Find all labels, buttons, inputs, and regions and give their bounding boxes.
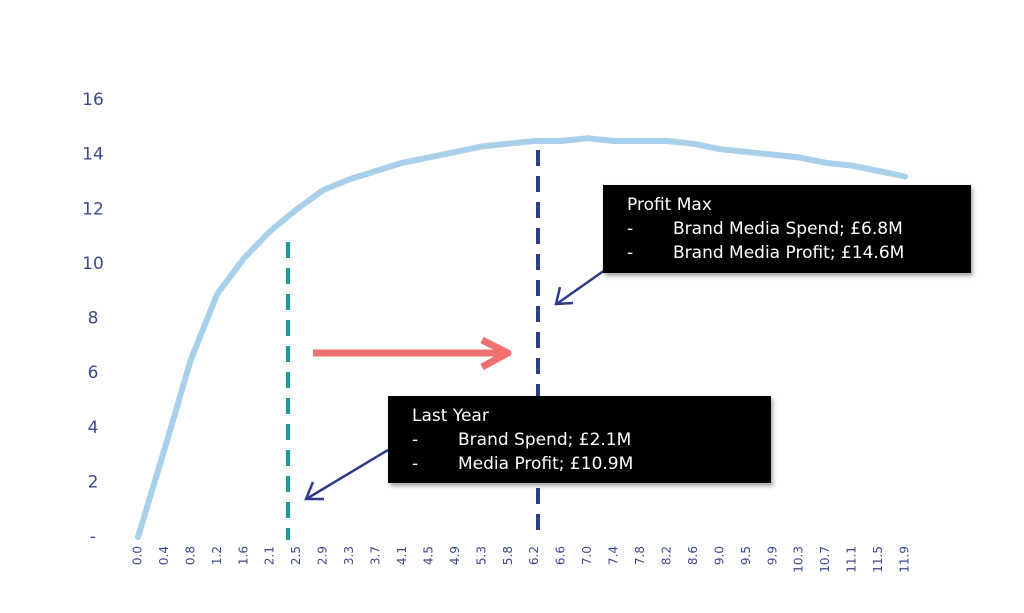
x-tick-label: 3.3	[342, 546, 356, 565]
x-tick-label: 7.8	[633, 546, 647, 565]
annotation-box: Last Year - Brand Spend; £2.1M - Media Pro…	[388, 396, 771, 483]
callout-arrow	[554, 268, 606, 306]
y-tick-label: 12	[82, 199, 104, 219]
bullet: -	[627, 219, 634, 239]
x-tick-label: 0.4	[157, 546, 171, 565]
x-tick-label: 2.1	[263, 546, 277, 565]
x-tick-label: 9.9	[765, 546, 779, 565]
callout-arrow	[304, 448, 389, 501]
x-tick-label: 7.4	[607, 546, 621, 565]
bullet: -	[412, 454, 419, 474]
x-tick-label: 0.8	[183, 546, 197, 565]
bullet: -	[412, 430, 419, 450]
x-tick-label: 5.3	[474, 546, 488, 565]
y-tick-label: -	[90, 527, 96, 547]
annotation-text: Brand Media Profit; £14.6M	[673, 243, 905, 263]
y-tick-label: 10	[82, 254, 104, 274]
y-tick-label: 16	[82, 90, 104, 110]
x-tick-label: 11.1	[845, 546, 859, 573]
x-tick-label: 1.6	[236, 546, 250, 565]
x-tick-label: 9.0	[712, 546, 726, 565]
x-tick-label: 9.5	[739, 546, 753, 565]
x-tick-label: 4.9	[448, 546, 462, 565]
y-tick-label: 8	[88, 309, 99, 329]
bullet: -	[627, 243, 634, 263]
x-tick-label: 8.6	[686, 546, 700, 565]
annotation-box: Profit Max - Brand Media Spend; £6.8M - Br…	[603, 185, 971, 273]
x-tick-label: 8.2	[659, 546, 673, 565]
x-tick-label: 11.9	[898, 546, 912, 573]
x-tick-label: 7.0	[580, 546, 594, 565]
curve	[135, 135, 908, 540]
x-tick-label: 4.1	[395, 546, 409, 565]
x-tick-label: 0.0	[131, 546, 145, 565]
y-tick-label: 6	[88, 363, 99, 383]
x-tick-label: 5.8	[501, 546, 515, 565]
x-tick-label: 3.7	[369, 546, 383, 565]
x-tick-label: 1.2	[210, 546, 224, 565]
x-tick-label: 10.7	[818, 546, 832, 573]
shift-arrow	[313, 336, 512, 371]
x-tick-label: 11.5	[871, 546, 885, 573]
annotation-text: Media Profit; £10.9M	[458, 454, 634, 474]
y-tick-label: 2	[88, 472, 99, 492]
y-tick-label: 14	[82, 145, 104, 165]
x-tick-label: 2.9	[316, 546, 330, 565]
annotation-title: Last Year	[412, 406, 489, 426]
annotation-text: Brand Spend; £2.1M	[458, 430, 632, 450]
x-tick-label: 6.2	[527, 546, 541, 565]
y-tick-label: 4	[88, 418, 99, 438]
x-tick-label: 2.5	[289, 546, 303, 565]
x-tick-label: 10.3	[792, 546, 806, 573]
x-tick-label: 4.5	[421, 546, 435, 565]
annotation-title: Profit Max	[627, 195, 712, 215]
x-tick-label: 6.6	[554, 546, 568, 565]
annotation-text: Brand Media Spend; £6.8M	[673, 219, 903, 239]
